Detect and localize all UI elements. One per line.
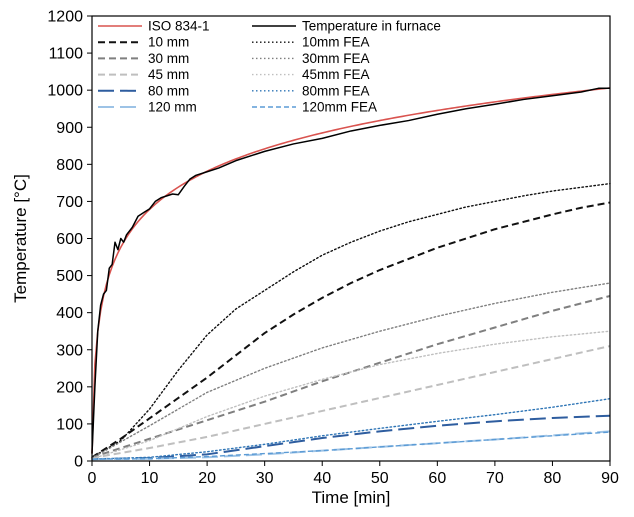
y-tick-label: 1100	[49, 46, 84, 63]
legend-label-120mm-fea: 120mm FEA	[302, 100, 377, 115]
legend-label-45-mm: 45 mm	[148, 67, 189, 82]
x-tick-label: 70	[486, 470, 504, 487]
series-line-10-mm	[91, 201, 611, 459]
x-tick-label: 40	[313, 470, 331, 487]
x-tick-label: 20	[198, 470, 216, 487]
x-tick-label: 90	[601, 470, 619, 487]
x-tick-label: 10	[141, 470, 159, 487]
series-line-45-mm	[91, 345, 611, 460]
y-tick-label: 600	[56, 231, 83, 248]
x-tick-label: 30	[256, 470, 274, 487]
ticks-layer: 0 10 20 30 40 50 60 70 80 90010020030040050060070…	[47, 9, 619, 488]
y-tick-label: 900	[56, 120, 83, 137]
y-tick-label: 800	[56, 157, 83, 174]
x-axis-title: Time [min]	[312, 488, 391, 507]
y-tick-label: 700	[56, 194, 83, 211]
series-layer	[91, 87, 611, 461]
series-line-iso-834-1	[91, 87, 611, 454]
series-line-45mm-fea	[91, 330, 611, 460]
legend-label-10mm-fea: 10mm FEA	[302, 35, 370, 50]
legend-label-temperature-in-furnace: Temperature in furnace	[302, 19, 441, 34]
legend-label-30mm-fea: 30mm FEA	[302, 51, 370, 66]
x-tick-label: 50	[371, 470, 389, 487]
series-line-80-mm	[91, 414, 611, 461]
series-line-10mm-fea	[91, 182, 611, 458]
y-tick-label: 400	[56, 305, 83, 322]
legend-label-30-mm: 30 mm	[148, 51, 189, 66]
series-line-30-mm	[91, 295, 611, 459]
y-tick-label: 1200	[47, 9, 83, 26]
series-line-120mm-fea	[91, 431, 611, 460]
y-tick-label: 100	[56, 416, 83, 433]
legend-label-80-mm: 80 mm	[148, 83, 189, 98]
y-axis-title: Temperature [°C]	[11, 174, 30, 303]
y-tick-label: 1000	[47, 83, 83, 100]
legend-label-120-mm: 120 mm	[148, 100, 197, 115]
y-tick-label: 500	[56, 268, 83, 285]
y-tick-label: 200	[56, 379, 83, 396]
legend-label-10-mm: 10 mm	[148, 35, 189, 50]
series-line-temperature-in-furnace	[91, 87, 610, 454]
x-tick-label: 0	[88, 470, 97, 487]
legend-label-80mm-fea: 80mm FEA	[302, 83, 370, 98]
y-tick-label: 300	[56, 342, 83, 359]
x-tick-label: 80	[544, 470, 562, 487]
y-tick-label: 0	[74, 454, 83, 471]
series-line-80mm-fea	[91, 398, 611, 460]
x-tick-label: 60	[428, 470, 446, 487]
legend-label-iso-834-1: ISO 834-1	[148, 19, 210, 34]
legend-label-45mm-fea: 45mm FEA	[302, 67, 370, 82]
series-line-30mm-fea	[91, 282, 611, 459]
